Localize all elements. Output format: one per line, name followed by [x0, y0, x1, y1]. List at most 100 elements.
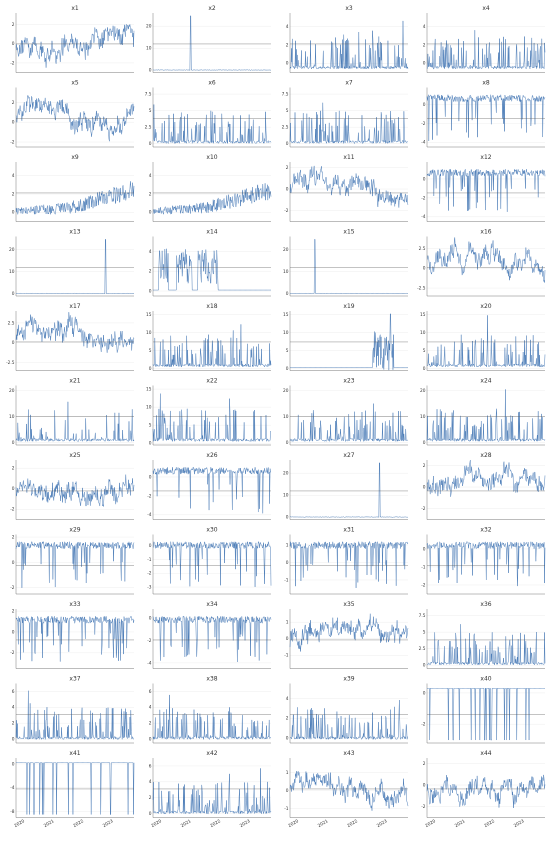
- y-tick-label: 15: [420, 312, 426, 318]
- y-tick-label: 20: [9, 388, 15, 394]
- y-tick-label: 15: [146, 387, 152, 393]
- series-line: [289, 239, 409, 295]
- y-tick-label: 0: [286, 61, 289, 67]
- series-line: [289, 541, 409, 589]
- series-line: [289, 770, 409, 811]
- y-tick-label: 0: [286, 366, 289, 372]
- panel-title: x31: [343, 527, 354, 534]
- panel-x20: x20 0 5 10 15: [420, 303, 546, 372]
- panel-x37: x37 0 2 4 6: [12, 676, 135, 744]
- y-tick-label: 0: [423, 366, 426, 372]
- series-line: [15, 541, 135, 589]
- series-line: [15, 401, 135, 442]
- x-tick-label: 2023: [102, 818, 115, 829]
- y-tick-label: 0: [12, 629, 15, 635]
- y-tick-label: 2: [423, 761, 426, 767]
- y-tick-label: -2: [10, 60, 15, 66]
- panel-x44: x44 -2 0 2 2020 2021 2022 2023: [421, 750, 546, 829]
- y-tick-label: 0: [423, 61, 426, 67]
- y-tick-label: 20: [420, 388, 426, 394]
- panel-x26: x26 -4 -2 0: [147, 452, 272, 520]
- y-tick-label: 0: [149, 811, 152, 817]
- series-line: [426, 541, 546, 587]
- y-tick-label: 0: [12, 41, 15, 47]
- panel-title: x2: [208, 5, 216, 12]
- y-tick-label: -1: [147, 557, 152, 563]
- series-line: [15, 23, 135, 68]
- y-tick-label: -2: [421, 582, 426, 588]
- series-line: [152, 768, 272, 815]
- y-tick-label: 7.5: [282, 92, 289, 98]
- panel-title: x4: [482, 5, 490, 12]
- y-tick-label: 6: [149, 689, 152, 695]
- panel-title: x29: [69, 527, 80, 534]
- series-line: [152, 615, 272, 663]
- y-tick-label: 0: [286, 515, 289, 521]
- panel-title: x23: [343, 378, 354, 385]
- y-tick-label: 7.5: [419, 613, 426, 619]
- panel-x30: x30 -3 -2 -1 0: [147, 527, 272, 595]
- panel-title: x17: [69, 303, 80, 310]
- y-tick-label: 2: [423, 42, 426, 48]
- y-tick-label: -3: [147, 584, 152, 590]
- y-tick-label: 10: [146, 46, 152, 52]
- y-tick-label: 0: [423, 663, 426, 669]
- panel-x18: x18 0 5 10 15: [146, 303, 272, 372]
- y-tick-label: 4: [286, 24, 289, 30]
- y-tick-label: 20: [283, 388, 289, 394]
- y-tick-label: -1: [284, 653, 289, 659]
- series-line: [426, 389, 546, 442]
- y-tick-label: 4: [423, 24, 426, 30]
- series-line: [289, 613, 409, 652]
- y-tick-label: 0: [423, 484, 426, 490]
- y-tick-label: 10: [420, 414, 426, 420]
- y-tick-label: 0: [423, 266, 426, 272]
- y-tick-label: 5: [286, 348, 289, 354]
- y-tick-label: 2: [149, 191, 152, 197]
- y-tick-label: 0: [12, 340, 15, 346]
- y-tick-label: -2: [147, 638, 152, 644]
- series-line: [152, 466, 272, 514]
- panel-title: x30: [206, 527, 217, 534]
- panel-title: x7: [345, 80, 353, 87]
- panel-title: x37: [69, 676, 80, 683]
- y-tick-label: 0: [12, 440, 15, 446]
- y-tick-label: -2.5: [417, 285, 426, 291]
- x-tick-label: 2022: [209, 818, 222, 829]
- panel-title: x40: [480, 676, 491, 683]
- series-line: [426, 168, 546, 213]
- panel-title: x13: [69, 229, 80, 236]
- series-line: [152, 694, 272, 740]
- y-tick-label: 0: [286, 440, 289, 446]
- panel-title: x35: [343, 601, 354, 608]
- x-tick-label: 2022: [72, 818, 85, 829]
- series-line: [426, 29, 546, 70]
- y-tick-label: -2: [147, 571, 152, 577]
- y-tick-label: 0: [12, 291, 15, 297]
- y-tick-label: 5: [423, 348, 426, 354]
- x-tick-label: 2020: [424, 818, 437, 829]
- panel-title: x26: [206, 452, 217, 459]
- y-tick-label: 0: [149, 366, 152, 372]
- y-tick-label: 20: [146, 24, 152, 30]
- panel-title: x15: [343, 229, 354, 236]
- y-tick-label: 0: [149, 543, 152, 549]
- series-line: [15, 95, 135, 142]
- panel-title: x28: [480, 452, 491, 459]
- panel-title: x19: [343, 303, 354, 310]
- panel-x36: x36 0 2.5 5 7.5: [419, 601, 546, 669]
- panel-x21: x21 0 10 20: [9, 378, 135, 446]
- y-tick-label: 10: [9, 269, 15, 275]
- y-tick-label: 6: [149, 763, 152, 769]
- panel-x2: x2 0 10 20: [146, 5, 272, 74]
- y-tick-label: -2: [10, 507, 15, 513]
- y-tick-label: -2: [147, 493, 152, 499]
- panel-x43: x43 -1 0 1 2020 2021 2022 2023: [284, 750, 409, 829]
- y-tick-label: 0: [12, 120, 15, 126]
- series-line: [152, 324, 272, 368]
- y-tick-label: 0: [12, 761, 15, 767]
- y-tick-label: 0: [149, 210, 152, 216]
- panel-x41: x41 -8 -4 0 2020 2021 2022 2023: [10, 750, 135, 829]
- y-tick-label: 2.5: [8, 320, 15, 326]
